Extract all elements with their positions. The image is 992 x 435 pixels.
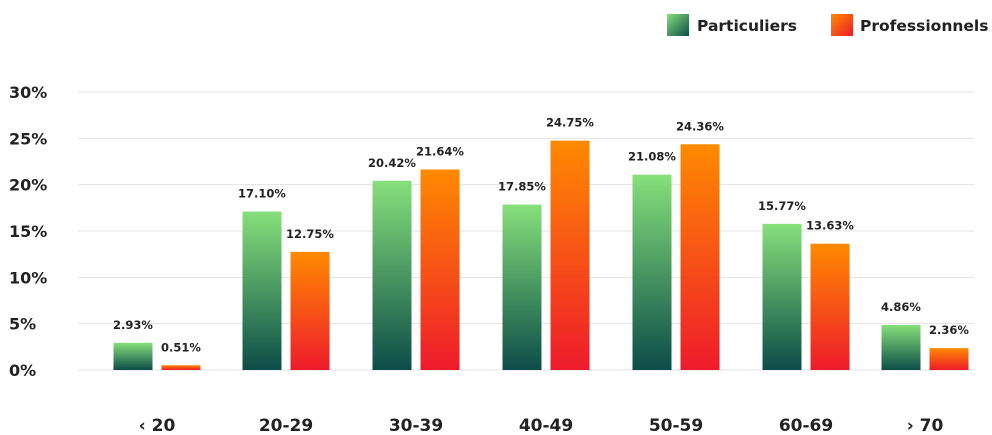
bar-professionnels (161, 365, 201, 370)
bar-particuliers (372, 180, 412, 370)
bar-value-label: 4.86% (881, 300, 921, 314)
legend-swatch (667, 14, 689, 36)
bar-particuliers (113, 342, 153, 370)
legend-label: Particuliers (697, 17, 797, 35)
y-tick-label: 5% (9, 315, 36, 334)
legend-label: Professionnels (860, 17, 988, 35)
bar-particuliers (502, 204, 542, 370)
bar-professionnels (550, 140, 590, 370)
bar-value-label: 17.85% (498, 180, 546, 194)
y-axis: 0% 5% 10% 15% 20% 25% 30% (9, 83, 47, 380)
bar-professionnels (929, 348, 969, 370)
y-tick-label: 15% (9, 222, 47, 241)
bar-professionnels (680, 144, 720, 370)
bar-particuliers (242, 211, 282, 370)
y-tick-label: 10% (9, 268, 47, 287)
legend-swatch (831, 14, 853, 36)
bar-particuliers (632, 174, 672, 370)
x-category-label: › 70 (907, 416, 944, 435)
bar-particuliers (762, 223, 802, 370)
bar-value-label: 20.42% (368, 156, 416, 170)
bar-professionnels (810, 243, 850, 370)
legend: Particuliers Professionnels (667, 14, 988, 36)
x-category-label: 40-49 (519, 416, 573, 435)
bars (113, 140, 969, 370)
x-category-label: 30-39 (389, 416, 443, 435)
y-tick-label: 0% (9, 361, 36, 380)
bar-value-label: 13.63% (806, 219, 854, 233)
x-category-label: 20-29 (259, 416, 313, 435)
bar-value-label: 15.77% (758, 199, 806, 213)
bar-professionnels (420, 169, 460, 370)
bar-value-label: 12.75% (286, 227, 334, 241)
bar-value-label: 24.75% (546, 116, 594, 130)
bar-value-label: 2.36% (929, 323, 969, 337)
bar-value-label: 0.51% (161, 340, 201, 354)
y-tick-label: 30% (9, 83, 47, 102)
y-tick-label: 20% (9, 176, 47, 195)
x-category-label: ‹ 20 (139, 416, 176, 435)
bar-value-label: 21.64% (416, 144, 464, 158)
bar-value-label: 24.36% (676, 119, 724, 133)
x-category-label: 60-69 (779, 416, 833, 435)
bar-value-label: 2.93% (113, 318, 153, 332)
bar-value-label: 21.08% (628, 150, 676, 164)
bar-value-label: 17.10% (238, 187, 286, 201)
x-axis: ‹ 20 20-29 30-39 40-49 50-59 60-69 › 70 (139, 416, 944, 435)
y-tick-label: 25% (9, 129, 47, 148)
value-labels: 2.93% 0.51% 17.10% 12.75% 20.42%21.64% 17.85%… (113, 116, 969, 355)
bar-professionnels (290, 251, 330, 370)
x-category-label: 50-59 (649, 416, 703, 435)
bar-particuliers (881, 324, 921, 370)
